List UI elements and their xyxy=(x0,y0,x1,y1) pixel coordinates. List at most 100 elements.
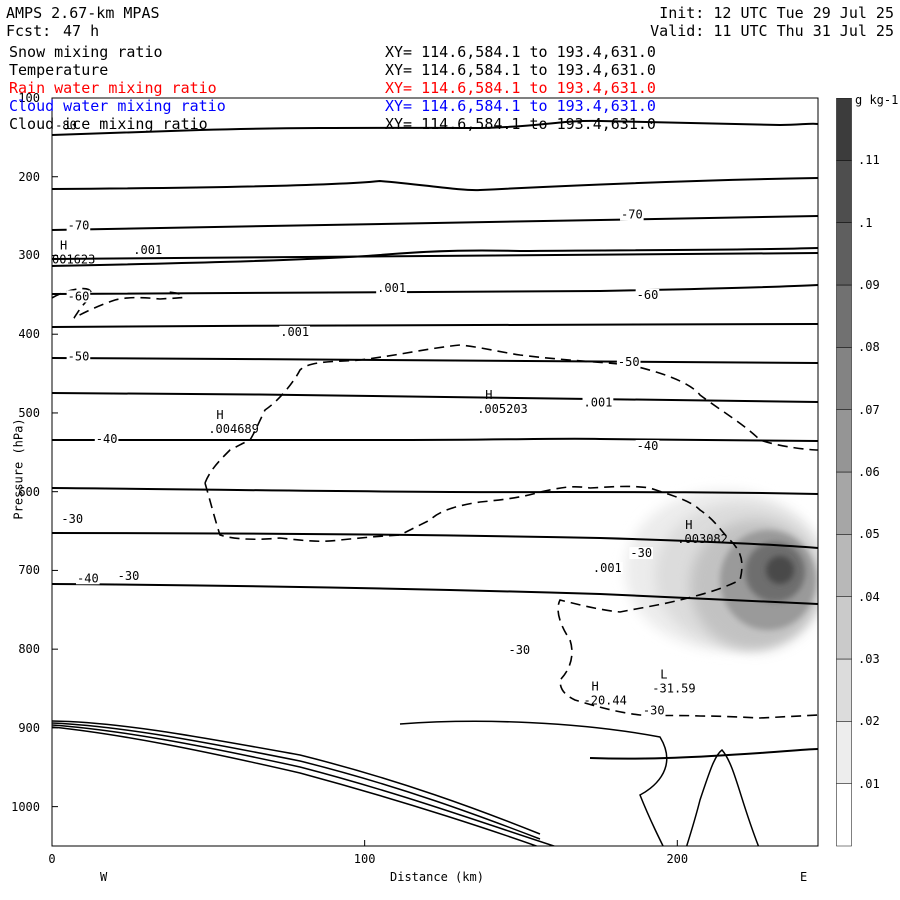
valid-time: Valid: 11 UTC Thu 31 Jul 25 xyxy=(650,22,894,40)
y-tick-label: 400 xyxy=(18,327,40,342)
y-tick-marks xyxy=(52,97,58,808)
colorbar-tick-label: .03 xyxy=(858,652,880,666)
temperature-label-bg xyxy=(66,350,91,363)
isotherm-minus-40 xyxy=(52,487,818,495)
isotherm-c xyxy=(52,247,818,267)
field-name-cloud-water: Cloud water mixing ratio xyxy=(9,97,226,115)
extremum-marker: L xyxy=(660,668,667,682)
extremum-value: 001623 xyxy=(52,252,95,266)
temperature-label: -50 xyxy=(618,355,640,369)
init-time: Init: 12 UTC Tue 29 Jul 25 xyxy=(659,4,894,22)
temperature-label: -40 xyxy=(637,439,659,453)
extremum-marker: H xyxy=(216,408,223,422)
field-name-temperature: Temperature xyxy=(9,61,109,79)
x-tick-label: 0 xyxy=(48,852,56,866)
plot-frame xyxy=(51,97,819,847)
snow-label: .001 xyxy=(584,396,613,410)
temperature-label: -30 xyxy=(643,704,665,718)
x-tick-label: 200 xyxy=(666,852,689,866)
snow-label-bg xyxy=(582,396,614,409)
forecast-label: Fcst: xyxy=(6,22,52,40)
east-label: E xyxy=(800,870,808,884)
field-xy-cloud-water: XY= 114.6,584.1 to 193.4,631.0 xyxy=(385,97,656,115)
isotherm-h xyxy=(589,748,818,760)
snow-label: .001 xyxy=(593,561,622,575)
extremum-value: -31.59 xyxy=(652,682,695,696)
x-tick-label: 100 xyxy=(353,852,376,866)
y-tick-label: 500 xyxy=(18,405,40,420)
temperature-label: -70 xyxy=(68,219,90,233)
y-tick-label: 100 xyxy=(18,91,40,105)
temperature-label-bg xyxy=(54,119,78,132)
colorbar-tick-label: .1 xyxy=(858,215,873,230)
temperature-label-bg xyxy=(66,290,91,303)
field-xy-temperature: XY= 114.6,584.1 to 193.4,631.0 xyxy=(385,61,656,79)
field-xy-snow: XY= 114.6,584.1 to 193.4,631.0 xyxy=(385,43,656,61)
y-tick-label: 600 xyxy=(18,484,40,499)
extremum-marker: H xyxy=(592,679,599,693)
temperature-label: -60 xyxy=(637,288,659,302)
temperature-label: -50 xyxy=(68,349,90,363)
extrema-labels: H001623H.004689H.005203H.003082H-20.44L-… xyxy=(52,238,728,707)
snow-label: .001 xyxy=(133,243,162,257)
isotherm-f xyxy=(52,437,818,442)
y-tick-label: 300 xyxy=(18,248,40,263)
temperature-label-bg xyxy=(76,572,100,585)
colorbar-tick-label: .05 xyxy=(858,527,880,542)
temperature-label-bg xyxy=(635,288,660,301)
temperature-label: -30 xyxy=(118,569,140,583)
temperature-label: -40 xyxy=(96,432,118,446)
snow-label-bg xyxy=(591,562,623,575)
y-tick-label: 800 xyxy=(18,642,40,657)
y-tick-label: 900 xyxy=(18,720,40,735)
colorbar-tick-label: .09 xyxy=(858,278,880,292)
temperature-label-bg xyxy=(60,513,84,526)
snow-label: .001 xyxy=(377,281,406,295)
field-name-snow: Snow mixing ratio xyxy=(9,43,163,61)
extremum-marker: H xyxy=(60,238,67,252)
extremum-value: .003082 xyxy=(677,532,728,546)
temperature-label-bg xyxy=(94,432,119,445)
isotherm-d xyxy=(52,284,818,295)
isotherm-b xyxy=(52,215,818,231)
snow-contour-main xyxy=(204,344,818,484)
temperature-label: -30 xyxy=(508,643,530,657)
field-xy-rain: XY= 114.6,584.1 to 193.4,631.0 xyxy=(385,79,656,97)
snow-label-bg xyxy=(279,325,311,338)
extremum-marker: H xyxy=(485,388,492,402)
snow-label-bg xyxy=(376,281,407,294)
temperature-label-bg xyxy=(635,440,660,453)
isotherm-e xyxy=(52,357,818,364)
contour-labels: -80 -70 -70 -60 -60 -50 -50 -40 -40 -30 -30 -40 -30 -… xyxy=(54,119,666,718)
colorbar-tick-label: .07 xyxy=(858,402,880,417)
extremum-marker: H xyxy=(685,518,692,532)
forecast-hour: 47 h xyxy=(63,22,100,40)
model-title: AMPS 2.67-km MPAS xyxy=(6,4,160,22)
temperature-label: -40 xyxy=(77,571,99,585)
extremum-value: .005203 xyxy=(477,402,528,416)
snow-contours xyxy=(52,287,818,719)
isotherm-minus-60 xyxy=(52,323,818,328)
isotherm-g xyxy=(52,532,818,549)
isotherm-minus-50 xyxy=(52,392,818,403)
isotherm-a xyxy=(52,177,818,192)
snow-label: .001 xyxy=(280,325,309,339)
field-xy-cloud-ice: XY= 114.6,584.1 to 193.4,631.0 xyxy=(385,115,656,133)
temperature-label: -30 xyxy=(630,546,652,560)
field-name-rain: Rain water mixing ratio xyxy=(9,79,217,97)
temperature-label: -80 xyxy=(55,119,77,133)
temperature-label-bg xyxy=(629,547,654,560)
colorbar-box xyxy=(836,98,852,161)
temperature-label: -60 xyxy=(68,289,90,303)
extremum-value: -20.44 xyxy=(584,693,627,707)
colorbar xyxy=(836,98,852,847)
y-tick-label: 1000 xyxy=(11,799,40,814)
surface-contours xyxy=(52,720,760,846)
temperature-label-bg xyxy=(116,569,141,582)
field-name-cloud-ice: Cloud ice mixing ratio xyxy=(9,115,208,133)
colorbar-tick-label: .02 xyxy=(858,714,880,729)
snow-shading xyxy=(625,490,818,650)
x-tick-marks xyxy=(51,840,678,846)
x-axis-label: Distance (km) xyxy=(390,870,484,884)
